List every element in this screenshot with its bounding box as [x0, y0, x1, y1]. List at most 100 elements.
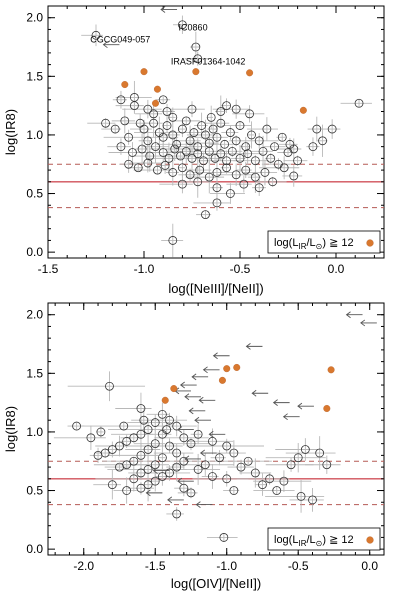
data-point	[136, 450, 146, 460]
data-point	[254, 183, 264, 193]
highlighted-point	[218, 376, 226, 384]
data-point	[96, 427, 106, 437]
upper-limit-arrow	[245, 343, 263, 350]
data-point	[172, 462, 182, 472]
data-point	[254, 136, 264, 146]
data-point	[222, 163, 231, 173]
annotation-label: CGCG049-057	[90, 34, 150, 44]
data-point	[172, 421, 182, 431]
legend-box	[267, 230, 381, 254]
data-point	[293, 156, 303, 166]
data-point	[143, 104, 153, 114]
data-point	[158, 95, 168, 105]
data-point	[150, 460, 160, 470]
data-point	[193, 429, 203, 439]
data-point	[157, 472, 167, 481]
upper-limit-arrow	[167, 496, 184, 504]
data-point	[225, 128, 235, 137]
data-point	[193, 142, 203, 152]
data-point	[265, 474, 275, 484]
data-point	[137, 144, 147, 154]
data-point	[115, 462, 124, 472]
legend-label: log(LIR/L⊙) ≧ 12	[274, 534, 354, 548]
upper-limit-arrow	[272, 399, 290, 406]
data-point	[168, 112, 178, 122]
data-point	[215, 453, 224, 463]
upper-limit-arrow	[177, 426, 194, 433]
data-point	[308, 142, 318, 152]
data-point	[158, 132, 168, 142]
y-tick-label: 0.5	[26, 187, 43, 201]
highlighted-point	[140, 68, 148, 76]
data-point	[258, 480, 267, 490]
upper-limit-arrow	[282, 413, 300, 421]
data-point	[107, 445, 117, 454]
upper-limit-arrow	[152, 467, 170, 474]
data-point	[124, 132, 134, 142]
data-point	[258, 146, 268, 156]
data-point	[220, 139, 230, 149]
data-point	[122, 436, 132, 446]
data-point	[189, 128, 199, 137]
data-point	[286, 460, 296, 470]
data-point	[208, 436, 217, 446]
upper-limit-arrow	[208, 430, 226, 438]
data-point	[143, 445, 153, 454]
x-tick-label: 0.0	[361, 559, 378, 573]
x-tick-label: -0.5	[288, 559, 309, 573]
data-point	[235, 153, 245, 163]
y-tick-label: 2.0	[26, 11, 43, 25]
data-point	[227, 146, 237, 156]
y-tick-label: 1.0	[26, 128, 43, 142]
highlighted-point	[323, 404, 331, 412]
data-point	[199, 156, 208, 166]
data-point	[172, 139, 182, 149]
data-point	[241, 142, 251, 152]
data-point	[107, 480, 117, 490]
upper-limit-arrow	[174, 387, 191, 395]
data-point	[195, 165, 205, 175]
data-point	[216, 118, 226, 128]
data-point	[312, 124, 322, 134]
data-point	[266, 153, 276, 163]
data-point	[143, 136, 153, 146]
data-point	[243, 149, 253, 159]
data-point	[308, 495, 317, 505]
data-point	[177, 163, 187, 173]
upper-limit-arrow	[345, 311, 363, 319]
highlighted-point	[161, 396, 169, 404]
data-point	[260, 168, 270, 177]
data-point	[212, 198, 222, 208]
data-point	[143, 480, 153, 490]
upper-limit-arrow	[188, 407, 206, 415]
data-point	[208, 472, 217, 481]
data-point	[222, 474, 232, 484]
data-point	[212, 132, 222, 142]
data-point	[105, 381, 114, 391]
annotation-label: IC0860	[179, 23, 208, 33]
x-tick-label: -1.0	[134, 262, 155, 276]
data-point	[181, 116, 191, 126]
data-point	[133, 163, 143, 173]
data-point	[153, 165, 162, 175]
highlighted-point	[153, 85, 161, 93]
upper-limit-arrow	[184, 393, 201, 401]
legend-box	[267, 527, 381, 551]
upper-limit-arrow	[212, 352, 230, 360]
highlighted-point	[121, 81, 129, 89]
data-point	[212, 183, 222, 193]
data-point	[86, 433, 96, 443]
data-point	[231, 104, 241, 114]
data-point	[120, 116, 130, 126]
data-point	[158, 148, 168, 157]
data-point	[270, 142, 279, 152]
data-point	[116, 142, 126, 152]
data-point	[231, 170, 241, 180]
legend-marker	[366, 239, 374, 247]
data-point	[279, 476, 289, 486]
data-point	[150, 476, 160, 486]
data-point	[136, 429, 146, 439]
data-point	[143, 158, 153, 168]
data-point	[262, 124, 272, 134]
x-tick-label: -1.5	[38, 262, 59, 276]
